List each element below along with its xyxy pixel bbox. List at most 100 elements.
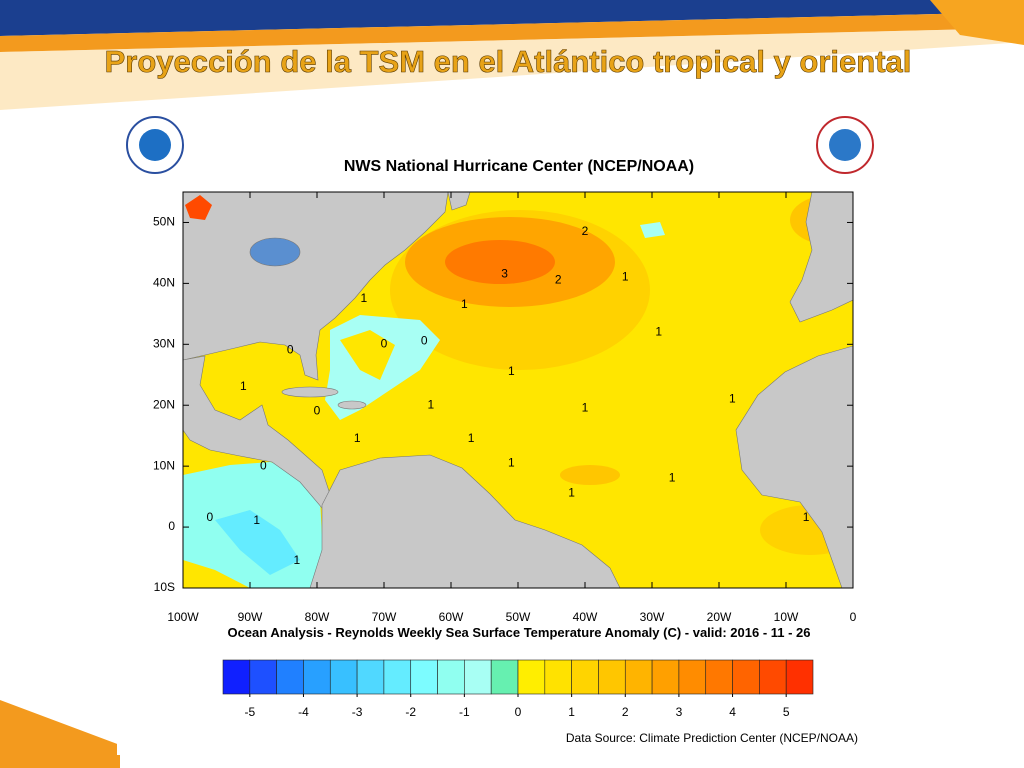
great-lakes (249, 237, 301, 267)
colorbar-swatch (678, 659, 707, 695)
central-america (183, 355, 333, 509)
colorbar-label: 0 (515, 705, 522, 719)
colorbar-label: -2 (405, 705, 416, 719)
y-tick-label: 0 (168, 519, 175, 533)
x-tick-label: 20W (707, 610, 732, 624)
colorbar-swatch (329, 659, 358, 695)
colorbar-swatch (490, 659, 519, 695)
contour-label: 1 (508, 455, 515, 469)
colorbar-swatch (276, 659, 304, 695)
slide-title: Proyección de la TSM en el Atlántico tro… (105, 44, 912, 79)
contour-label: 1 (508, 364, 515, 378)
x-tick-label: 80W (305, 610, 330, 624)
data-source: Data Source: Climate Prediction Center (… (566, 731, 858, 745)
europe (789, 192, 853, 323)
colorbar-swatch (624, 659, 653, 695)
colorbar-label: -1 (459, 705, 470, 719)
x-tick-label: 60W (439, 610, 464, 624)
contour-label: 1 (461, 297, 468, 311)
x-tick-label: 90W (238, 610, 263, 624)
colorbar-swatch (651, 659, 680, 695)
colorbar: -5 -4 -3 -2 -1 0 1 2 3 4 5 (222, 659, 814, 719)
contour-label: 0 (381, 336, 388, 350)
map-caption: Ocean Analysis - Reynolds Weekly Sea Sur… (227, 625, 810, 640)
contour-label: 0 (287, 343, 294, 357)
cuba (281, 386, 339, 398)
contour-label: 1 (428, 397, 435, 411)
map-title: NWS National Hurricane Center (NCEP/NOAA… (344, 158, 694, 175)
contour-label: 1 (240, 379, 247, 393)
header-stripe (0, 12, 1024, 52)
y-tick-label: 30N (153, 336, 175, 350)
south-america (309, 454, 621, 588)
x-tick-label: 0 (850, 610, 857, 624)
x-tick-label: 10W (774, 610, 799, 624)
contour-label: 1 (582, 400, 589, 414)
colorbar-swatch (437, 659, 465, 695)
colorbar-swatch (249, 659, 277, 695)
contour-label: 1 (354, 431, 361, 445)
contour-label: 2 (582, 224, 589, 238)
header-accent (930, 0, 1024, 45)
x-tick-label: 30W (640, 610, 665, 624)
colorbar-swatch (785, 659, 814, 695)
contour-label: 0 (421, 333, 428, 347)
y-tick-label: 50N (153, 215, 175, 229)
map-area (183, 192, 853, 588)
contour-label: 1 (655, 324, 662, 338)
anomaly-3 (445, 240, 555, 284)
contour-label: 1 (294, 553, 301, 567)
header-stripe (0, 28, 1024, 110)
y-tick-label: 10S (154, 580, 175, 594)
contour-label: 1 (253, 513, 260, 527)
x-tick-label: 100W (167, 610, 199, 624)
cool-anomaly-3 (215, 510, 300, 575)
africa (735, 345, 853, 588)
contour-label: 0 (206, 510, 213, 524)
contour-label: 1 (568, 486, 575, 500)
x-tick-label: 50W (506, 610, 531, 624)
contour-label: 3 (501, 266, 508, 280)
contour-label: 0 (260, 458, 267, 472)
cool-anomaly-4 (640, 222, 665, 238)
colorbar-swatch (356, 659, 385, 695)
warm-patch (340, 330, 395, 380)
contour-label: 1 (803, 510, 810, 524)
colorbar-label: -5 (244, 705, 255, 719)
y-tick-label: 20N (153, 397, 175, 411)
lake-anomaly (185, 195, 212, 220)
colorbar-swatch (705, 659, 733, 695)
contour-label: 1 (361, 291, 368, 305)
axes: 100W 90W 80W 70W 60W 50W 40W 30W 20W 10W 050N40N30… (153, 192, 857, 624)
contour-label: 1 (468, 431, 475, 445)
contour-label: 0 (314, 403, 321, 417)
x-tick-label: 40W (573, 610, 598, 624)
noaa-logo-inner (139, 129, 171, 161)
colorbar-swatch (732, 659, 760, 695)
colorbar-label: 3 (676, 705, 683, 719)
x-tick-label: 70W (372, 610, 397, 624)
greenland (447, 192, 471, 211)
north-america (183, 192, 449, 381)
colorbar-label: 5 (783, 705, 790, 719)
y-tick-label: 40N (153, 276, 175, 290)
colorbar-swatch (303, 659, 331, 695)
colorbar-label: -4 (298, 705, 309, 719)
colorbar-swatch (383, 659, 412, 695)
colorbar-swatch (464, 659, 492, 695)
contour-label: 2 (555, 273, 562, 287)
colorbar-swatch (759, 659, 787, 695)
colorbar-swatch (598, 659, 626, 695)
y-tick-label: 10N (153, 458, 175, 472)
nws-logo-inner (829, 129, 861, 161)
colorbar-swatch (410, 659, 438, 695)
hispaniola (337, 400, 367, 410)
colorbar-swatch (517, 659, 546, 695)
colorbar-label: 1 (568, 705, 575, 719)
anomaly-5 (560, 465, 620, 485)
colorbar-swatch (571, 659, 599, 695)
colorbar-swatch (544, 659, 572, 695)
contour-label: 1 (669, 471, 676, 485)
